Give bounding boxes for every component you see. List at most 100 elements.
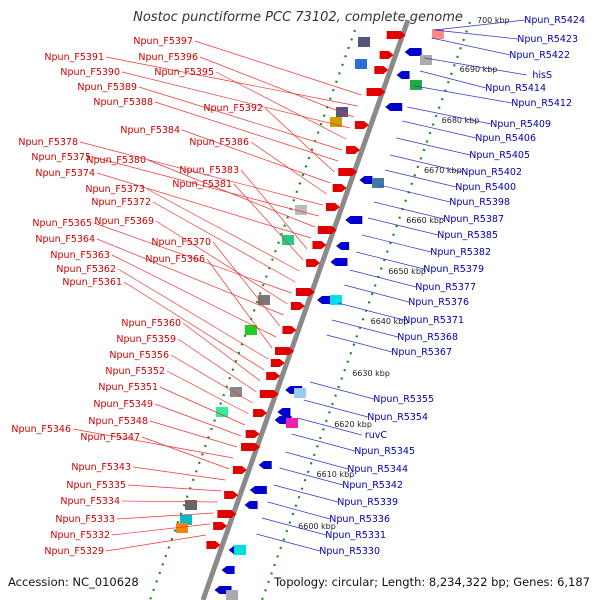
- scale-tick-label: 6680 kbp: [442, 116, 480, 125]
- gene-block: [230, 387, 242, 397]
- right-gene-label: Npun_R5376: [408, 297, 469, 308]
- left-gene-label: Npun_F5381: [172, 179, 232, 190]
- gene-block: [420, 55, 432, 65]
- left-gene-label: Npun_F5343: [71, 462, 131, 473]
- gene-block: [295, 205, 307, 215]
- right-gene-label: Npun_R5406: [475, 133, 536, 144]
- right-gene-label: ruvC: [365, 430, 388, 441]
- forward-gene-arrow: [317, 226, 337, 234]
- left-leader-line: [215, 71, 347, 140]
- forward-gene-arrow: [386, 31, 406, 39]
- right-leader-line: [285, 451, 349, 470]
- left-gene-label: Npun_F5392: [203, 103, 263, 114]
- left-gene-label: Npun_F5364: [35, 234, 95, 245]
- right-leader-line: [407, 106, 492, 125]
- right-leader-line: [390, 154, 463, 173]
- left-gene-label: Npun_F5378: [18, 137, 78, 148]
- left-leader-line: [96, 172, 312, 239]
- gene-block: [294, 388, 306, 398]
- left-gene-label: Npun_F5386: [189, 137, 249, 148]
- topology-text: Topology: circular; Length: 8,234,322 bp…: [273, 575, 590, 589]
- gene-block: [330, 295, 342, 305]
- right-gene-label: Npun_R5342: [342, 480, 403, 491]
- gene-block: [282, 235, 294, 245]
- forward-gene-arrow: [325, 203, 340, 211]
- left-gene-label: Npun_F5356: [109, 350, 169, 361]
- right-gene-label: Npun_R5330: [319, 546, 380, 557]
- left-gene-label: Npun_F5349: [93, 399, 153, 410]
- left-leader-line: [79, 141, 323, 206]
- forward-gene-arrow: [206, 541, 221, 549]
- left-leader-line: [212, 241, 281, 327]
- gene-block: [185, 500, 197, 510]
- reverse-gene-arrow: [359, 176, 373, 184]
- right-leader-line: [297, 417, 362, 436]
- reverse-gene-arrow: [249, 486, 267, 494]
- left-gene-label: Npun_F5391: [44, 52, 104, 63]
- left-leader-line: [132, 466, 226, 481]
- left-leader-line: [206, 258, 273, 349]
- left-leader-line: [117, 268, 269, 360]
- left-leader-line: [146, 188, 300, 272]
- left-leader-line: [123, 281, 265, 371]
- forward-gene-arrow: [282, 326, 297, 334]
- forward-gene-arrow: [241, 443, 261, 451]
- gene-block: [330, 117, 342, 127]
- right-gene-label: Npun_R5355: [373, 394, 434, 405]
- left-leader-line: [111, 254, 277, 338]
- right-gene-label: Npun_R5371: [403, 315, 464, 326]
- gene-block: [258, 295, 270, 305]
- scale-ticks: 700 kbp 6690 kbp 6680 kbp 6670 kbp 6660 kbp 6…: [298, 16, 509, 531]
- forward-gene-arrow: [295, 288, 315, 296]
- left-gene-label: Npun_F5359: [116, 334, 176, 345]
- genome-title: Nostoc punctiforme PCC 73102, complete g…: [133, 10, 463, 25]
- right-gene-label: Npun_R5331: [325, 530, 386, 541]
- right-gene-label: Npun_R5423: [517, 34, 578, 45]
- right-leader-line: [355, 251, 425, 270]
- left-gene-label: Npun_F5365: [32, 218, 92, 229]
- right-gene-label: hisS: [532, 70, 552, 81]
- left-gene-label: Npun_F5348: [88, 416, 148, 427]
- left-gene-label: Npun_F5329: [44, 546, 104, 557]
- right-gene-label: Npun_R5344: [347, 464, 408, 475]
- left-leader-line: [240, 169, 308, 250]
- right-gene-label: Npun_R5385: [437, 230, 498, 241]
- right-leader-line: [434, 29, 519, 40]
- right-gene-label: Npun_R5405: [469, 150, 530, 161]
- left-gene-label: Npun_F5362: [56, 264, 116, 275]
- right-leader-line: [291, 433, 356, 452]
- forward-gene-arrow: [338, 168, 358, 176]
- forward-gene-arrow: [213, 522, 228, 530]
- right-gene-label: Npun_R5379: [423, 264, 484, 275]
- right-leader-line: [414, 85, 513, 104]
- right-leader-line: [331, 319, 399, 338]
- left-leader-line: [194, 40, 362, 96]
- right-leader-line: [267, 501, 331, 520]
- right-leader-line: [309, 381, 375, 400]
- left-leader-line: [105, 56, 358, 107]
- right-leader-line: [261, 517, 327, 536]
- right-leader-line: [256, 533, 321, 552]
- left-gene-label: Npun_F5389: [77, 82, 137, 93]
- left-leader-line: [166, 370, 249, 415]
- right-gene-label: Npun_R5336: [329, 514, 390, 525]
- left-gene-label: Npun_F5383: [179, 165, 239, 176]
- left-gene-label: Npun_F5363: [50, 250, 110, 261]
- gene-block: [410, 80, 422, 90]
- forward-gene-arrow: [266, 372, 281, 380]
- gene-block: [245, 325, 257, 335]
- gene-block: [180, 515, 192, 525]
- right-leader-line: [431, 37, 511, 56]
- reverse-gene-arrow: [244, 501, 258, 509]
- left-gene-label: Npun_F5370: [151, 237, 211, 248]
- right-leader-line: [279, 467, 344, 486]
- right-leader-line: [361, 234, 432, 253]
- left-gene-label: Npun_F5352: [105, 366, 165, 377]
- gene-block: [432, 29, 444, 39]
- scale-tick-label: 6630 kbp: [352, 369, 390, 378]
- forward-gene-arrow: [379, 51, 394, 59]
- left-gene-label: Npun_F5366: [145, 254, 205, 265]
- forward-gene-arrow: [374, 66, 389, 74]
- left-leader-line: [72, 428, 234, 459]
- left-guide-line: [148, 29, 357, 600]
